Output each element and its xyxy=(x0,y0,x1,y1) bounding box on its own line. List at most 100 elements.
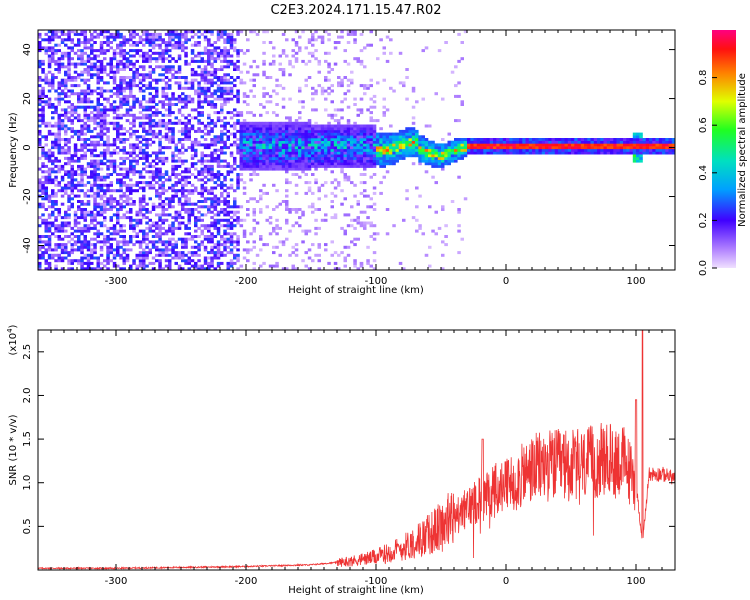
heatmap-cell xyxy=(350,32,354,36)
heatmap-cell xyxy=(86,124,91,128)
heatmap-cell xyxy=(294,51,299,55)
heatmap-cell xyxy=(278,159,282,163)
heatmap-cell xyxy=(236,129,240,133)
heatmap-cell xyxy=(73,248,78,252)
heatmap-cell xyxy=(112,232,117,236)
heatmap-cell xyxy=(60,41,65,44)
heatmap-cell xyxy=(171,151,175,155)
heatmap-cell xyxy=(155,135,159,139)
heatmap-cell xyxy=(301,132,305,136)
heatmap-cell xyxy=(57,140,61,144)
heatmap-cell xyxy=(415,205,419,209)
heatmap-cell xyxy=(155,224,159,228)
heatmap-cell xyxy=(67,76,71,79)
heatmap-cell xyxy=(330,170,334,174)
heatmap-cell xyxy=(181,267,185,270)
heatmap-cell xyxy=(148,57,152,61)
heatmap-cell xyxy=(291,267,295,270)
heatmap-cell xyxy=(86,86,91,90)
heatmap-cell xyxy=(129,84,133,88)
heatmap-cell xyxy=(83,183,87,187)
heatmap-cell xyxy=(272,208,276,211)
heatmap-cell xyxy=(60,221,65,225)
heatmap-cell xyxy=(255,162,260,166)
heatmap-cell xyxy=(187,97,191,101)
heatmap-cell xyxy=(99,167,104,171)
heatmap-cell xyxy=(229,151,234,155)
heatmap-cell xyxy=(119,186,123,190)
heatmap-cell xyxy=(161,210,165,214)
heatmap-cell xyxy=(304,264,308,268)
heatmap-cell xyxy=(272,135,276,139)
heatmap-cell xyxy=(155,92,159,96)
heatmap-cell xyxy=(197,218,201,222)
heatmap-cell xyxy=(285,156,289,160)
heatmap-cell xyxy=(314,89,318,93)
heatmap-cell xyxy=(229,35,234,39)
heatmap-cell xyxy=(187,135,191,139)
heatmap-cell xyxy=(216,148,221,152)
heatmap-cell xyxy=(90,173,94,176)
heatmap-cell xyxy=(184,261,188,265)
heatmap-cell xyxy=(184,210,188,214)
heatmap-cell xyxy=(346,84,351,88)
heatmap-cell xyxy=(301,100,305,104)
heatmap-cell xyxy=(304,232,308,236)
heatmap-cell xyxy=(80,181,84,185)
heatmap-cell xyxy=(83,124,87,128)
heatmap-cell xyxy=(340,35,344,39)
heatmap-cell xyxy=(207,124,211,128)
heatmap-cell xyxy=(226,111,230,115)
heatmap-cell xyxy=(70,127,74,131)
heatmap-cell xyxy=(116,240,120,244)
heatmap-cell xyxy=(67,94,71,98)
heatmap-cell xyxy=(483,148,487,152)
heatmap-cell xyxy=(213,92,218,96)
heatmap-cell xyxy=(148,164,152,168)
heatmap-cell xyxy=(255,140,260,144)
heatmap-cell xyxy=(122,175,126,179)
heatmap-cell xyxy=(158,43,162,47)
heatmap-cell xyxy=(285,148,289,152)
heatmap-cell xyxy=(272,121,276,125)
heatmap-cell xyxy=(437,226,442,230)
heatmap-cell xyxy=(223,127,227,131)
heatmap-cell xyxy=(320,138,325,141)
heatmap-cell xyxy=(239,154,244,158)
heatmap-cell xyxy=(51,151,55,155)
heatmap-cell xyxy=(190,210,195,214)
heatmap-cell xyxy=(93,256,97,260)
heatmap-cell xyxy=(70,232,74,236)
heatmap-cell xyxy=(190,30,195,34)
heatmap-cell xyxy=(122,240,126,244)
heatmap-cell xyxy=(210,216,214,220)
heatmap-cell xyxy=(190,253,195,257)
heatmap-cell xyxy=(210,143,214,147)
heatmap-cell xyxy=(187,221,191,225)
heatmap-cell xyxy=(73,62,78,66)
heatmap-cell xyxy=(275,135,279,139)
heatmap-cell xyxy=(168,70,172,74)
heatmap-cell xyxy=(57,94,61,98)
heatmap-cell xyxy=(90,92,94,96)
heatmap-cell xyxy=(382,97,386,101)
heatmap-cell xyxy=(298,100,302,104)
heatmap-cell xyxy=(151,132,156,136)
heatmap-cell xyxy=(184,76,188,79)
heatmap-cell xyxy=(41,86,45,90)
heatmap-cell xyxy=(60,127,65,131)
heatmap-cell xyxy=(324,151,328,155)
heatmap-cell xyxy=(38,132,42,136)
heatmap-cell xyxy=(398,151,403,155)
heatmap-cell xyxy=(291,127,295,131)
heatmap-cell xyxy=(47,103,52,106)
heatmap-cell xyxy=(467,140,471,144)
heatmap-cell xyxy=(337,138,341,141)
heatmap-cell xyxy=(210,57,214,61)
heatmap-cell xyxy=(213,159,218,163)
heatmap-cell xyxy=(203,78,208,82)
heatmap-cell xyxy=(83,210,87,214)
heatmap-cell xyxy=(187,129,191,133)
heatmap-cell xyxy=(155,253,159,257)
heatmap-cell xyxy=(142,105,146,109)
